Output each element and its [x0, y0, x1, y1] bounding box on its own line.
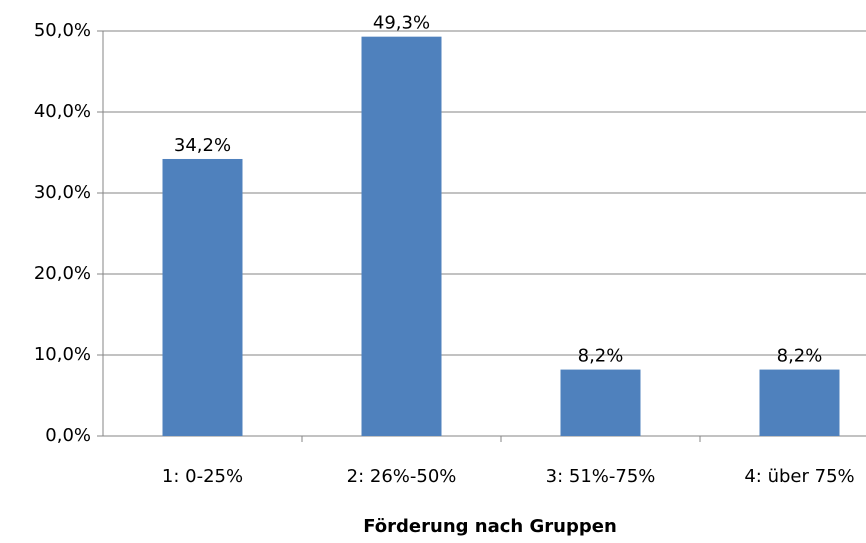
bar	[560, 369, 641, 436]
y-tick-label: 30,0%	[34, 182, 91, 203]
bar	[162, 158, 243, 437]
bar	[759, 369, 840, 436]
x-tick-label: 3: 51%-75%	[546, 466, 656, 487]
x-axis-title: Förderung nach Gruppen	[363, 516, 617, 537]
y-tick-label: 10,0%	[34, 344, 91, 365]
y-tick-label: 0,0%	[45, 425, 91, 446]
bar	[361, 36, 442, 437]
y-tick-label: 20,0%	[34, 263, 91, 284]
x-tick-label: 2: 26%-50%	[347, 466, 457, 487]
y-tick-label: 40,0%	[34, 101, 91, 122]
x-tick-label: 1: 0-25%	[162, 466, 243, 487]
data-label: 34,2%	[174, 135, 231, 156]
x-tick-label: 4: über 75%	[744, 466, 854, 487]
data-label: 49,3%	[373, 13, 430, 34]
y-tick-label: 50,0%	[34, 20, 91, 41]
data-label: 8,2%	[777, 346, 823, 367]
data-label: 8,2%	[578, 346, 624, 367]
